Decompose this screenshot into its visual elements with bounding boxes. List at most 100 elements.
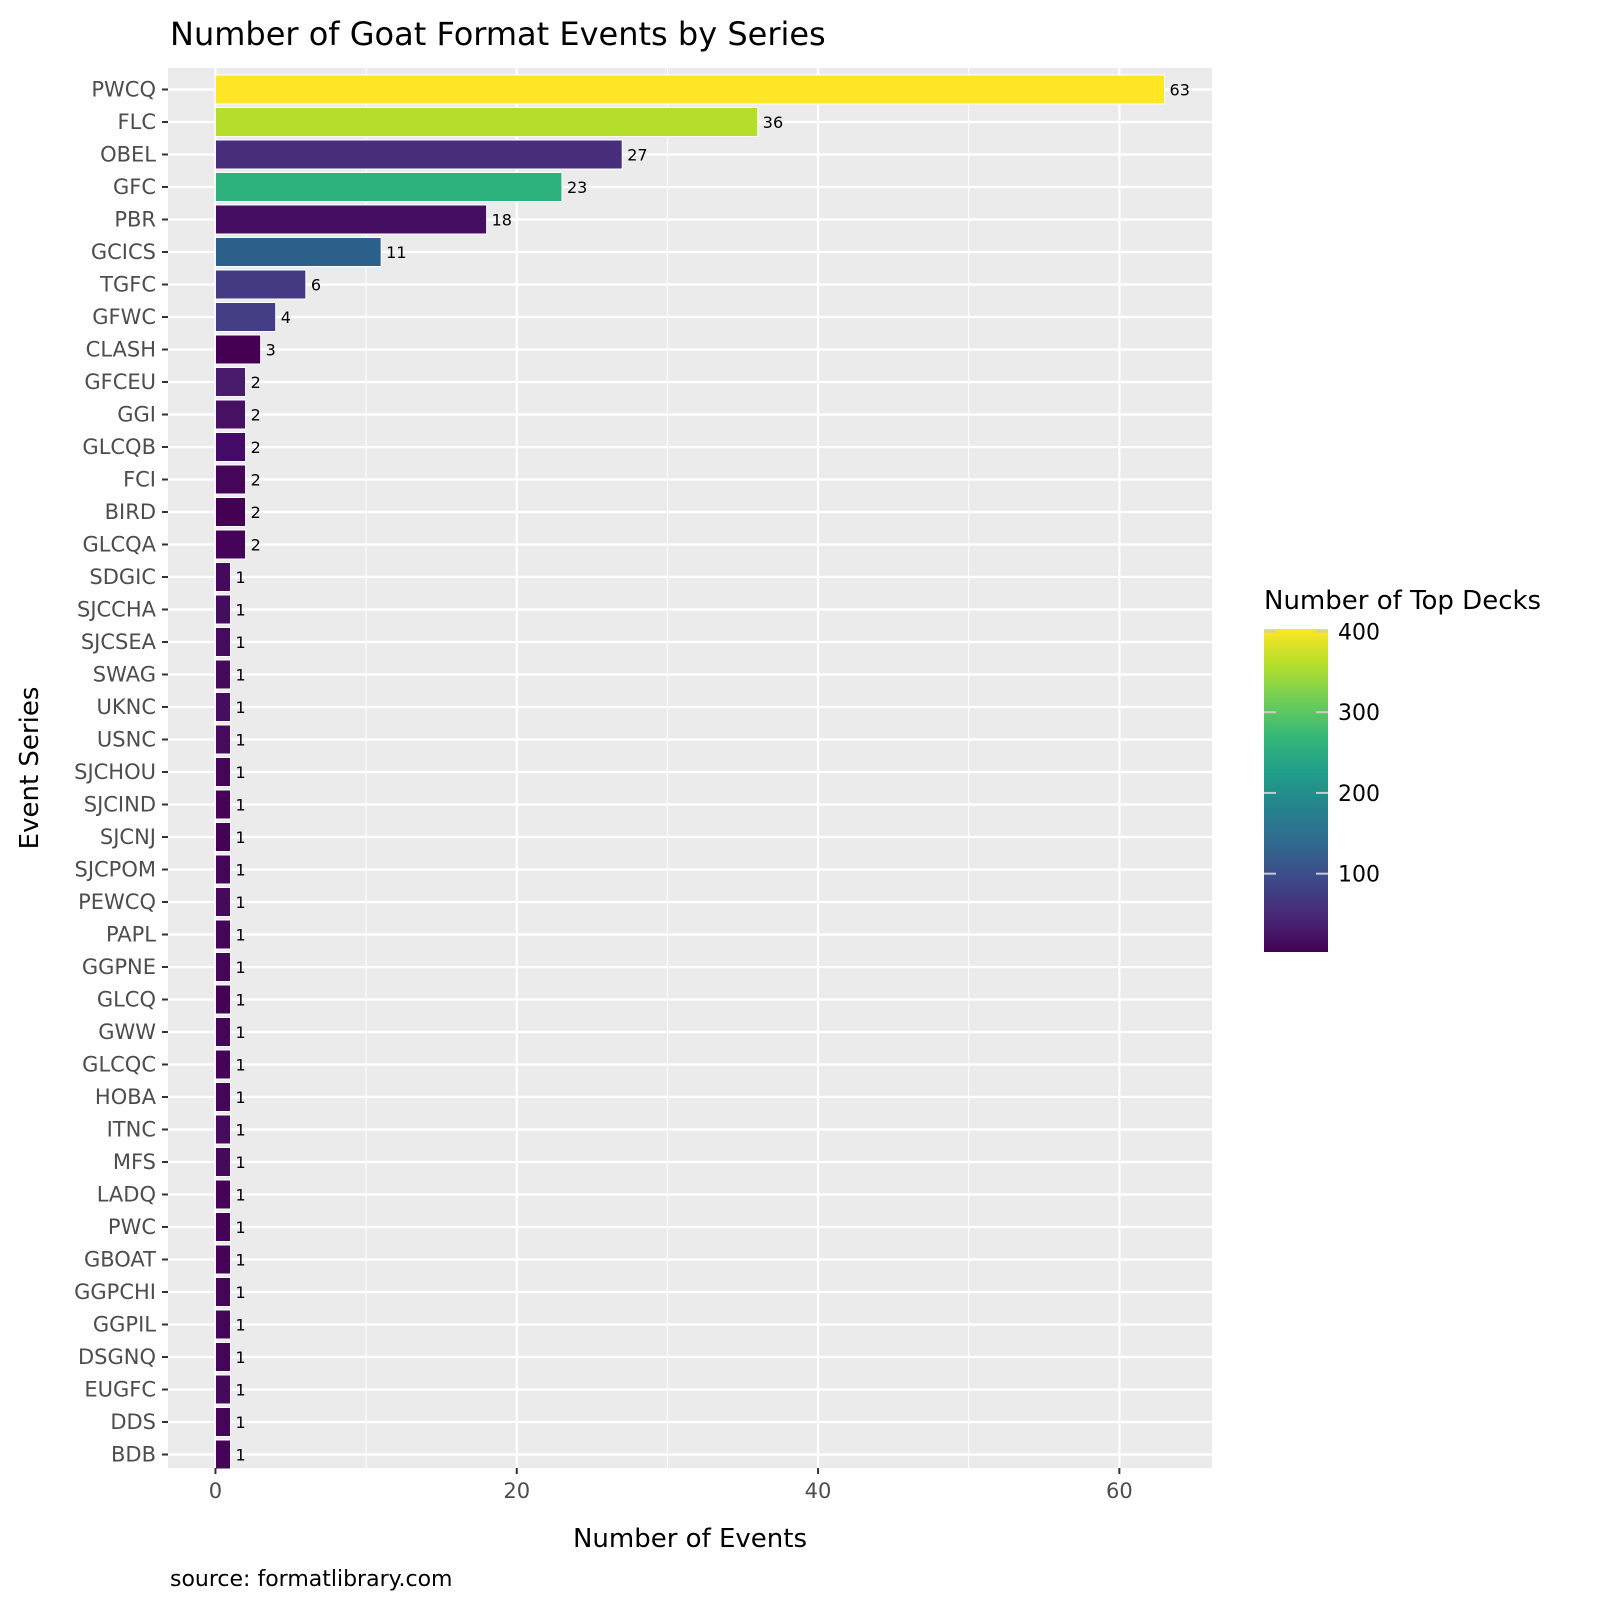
data-label: 36 <box>763 113 783 132</box>
bar-glcqc <box>214 1049 232 1080</box>
data-label: 1 <box>236 1413 246 1432</box>
data-label: 1 <box>236 731 246 750</box>
data-label: 1 <box>236 1251 246 1270</box>
bar-pewcq <box>214 887 232 917</box>
x-tick-label: 20 <box>503 1479 530 1503</box>
data-label: 1 <box>236 828 246 847</box>
data-label: 1 <box>236 601 246 620</box>
y-tick-label: SJCNJ <box>100 825 156 849</box>
bar-glcqb <box>214 432 247 462</box>
y-tick-label: SJCSEA <box>81 630 157 654</box>
data-label: 1 <box>236 568 246 587</box>
data-label: 18 <box>492 211 512 230</box>
y-tick-label: PBR <box>114 208 156 232</box>
y-tick-label: PAPL <box>106 923 156 947</box>
legend-title: Number of Top Decks <box>1264 586 1541 616</box>
data-label: 1 <box>236 698 246 717</box>
y-tick-label: SWAG <box>93 663 156 687</box>
y-tick-label: GLCQ <box>97 988 156 1012</box>
bar-sdgic <box>214 562 232 592</box>
bar-swag <box>214 659 232 690</box>
y-tick-label: LADQ <box>97 1183 156 1207</box>
data-label: 1 <box>236 991 246 1010</box>
data-label: 63 <box>1170 81 1190 100</box>
bar-glcq <box>214 984 232 1015</box>
bar-gfwc <box>214 302 277 332</box>
y-tick-label: TGFC <box>99 273 156 297</box>
bar-gcics <box>214 237 382 267</box>
y-tick-label: GBOAT <box>84 1248 156 1272</box>
data-label: 11 <box>386 243 406 262</box>
data-label: 1 <box>236 1153 246 1172</box>
bar-uknc <box>214 692 232 722</box>
colorbar <box>1264 629 1328 952</box>
x-tick-label: 60 <box>1106 1479 1133 1503</box>
y-tick-label: DSGNQ <box>78 1345 156 1369</box>
bar-gfceu <box>214 367 247 397</box>
bar-obel <box>214 139 623 170</box>
y-tick-label: GLCQA <box>82 533 156 557</box>
data-label: 1 <box>236 666 246 685</box>
bar-gww <box>214 1017 232 1047</box>
data-label: 3 <box>266 341 276 360</box>
bar-dds <box>214 1407 232 1437</box>
data-label: 1 <box>236 893 246 912</box>
data-label: 6 <box>311 276 321 295</box>
data-label: 1 <box>236 633 246 652</box>
colorbar-tick-label: 200 <box>1338 782 1380 807</box>
y-tick-label: SJCCHA <box>77 598 157 622</box>
x-tick-label: 40 <box>805 1479 832 1503</box>
chart-title: Number of Goat Format Events by Series <box>170 15 826 53</box>
data-label: 1 <box>236 1316 246 1335</box>
data-label: 2 <box>251 471 261 490</box>
bar-eugfc <box>214 1374 232 1405</box>
y-tick-label: EUGFC <box>84 1378 156 1402</box>
y-tick-label: GFC <box>113 175 156 199</box>
data-label: 1 <box>236 958 246 977</box>
y-tick-label: GGI <box>117 403 156 427</box>
y-tick-label: GCICS <box>91 240 156 264</box>
bar-tgfc <box>214 269 307 300</box>
y-axis-label: Event Series <box>15 687 45 850</box>
data-label: 2 <box>251 373 261 392</box>
legend: Number of Top Decks 100 200 300 400 <box>1264 586 1541 952</box>
data-labels: 6336272318116432222221111111111111111111… <box>236 81 1190 1465</box>
bar-ggpne <box>214 952 232 982</box>
data-label: 1 <box>236 1023 246 1042</box>
y-tick-label: UKNC <box>96 695 156 719</box>
data-label: 27 <box>627 146 647 165</box>
bar-sjchou <box>214 757 232 787</box>
y-tick-label: SJCPOM <box>75 858 157 882</box>
y-tick-label: PWCQ <box>91 78 156 102</box>
data-label: 1 <box>236 926 246 945</box>
y-tick-label: OBEL <box>100 143 156 167</box>
data-label: 2 <box>251 406 261 425</box>
y-tick-label: PWC <box>108 1215 156 1239</box>
bar-bird <box>214 497 247 527</box>
bar-gboat <box>214 1244 232 1275</box>
bar-gfc <box>214 172 563 202</box>
y-tick-label: GGPNE <box>82 955 156 979</box>
y-tick-label: GLCQC <box>82 1053 156 1077</box>
bar-papl <box>214 919 232 950</box>
y-tick-label: GLCQB <box>82 435 156 459</box>
colorbar-tick-label: 300 <box>1338 701 1380 726</box>
data-label: 1 <box>236 1088 246 1107</box>
y-tick-label: SJCHOU <box>74 760 156 784</box>
bar-hoba <box>214 1082 232 1112</box>
bar-dsgnq <box>214 1342 232 1372</box>
data-label: 4 <box>281 308 291 327</box>
y-tick-label: DDS <box>110 1410 156 1434</box>
data-label: 2 <box>251 503 261 522</box>
colorbar-tick-label: 400 <box>1338 620 1380 645</box>
y-tick-label: MFS <box>113 1150 156 1174</box>
bar-pwc <box>214 1212 232 1242</box>
data-label: 1 <box>236 1186 246 1205</box>
y-tick-label: GFWC <box>92 305 156 329</box>
y-tick-label: SDGIC <box>89 565 156 589</box>
bar-sjcind <box>214 789 232 820</box>
data-label: 1 <box>236 1121 246 1140</box>
bar-bdb <box>214 1439 232 1470</box>
